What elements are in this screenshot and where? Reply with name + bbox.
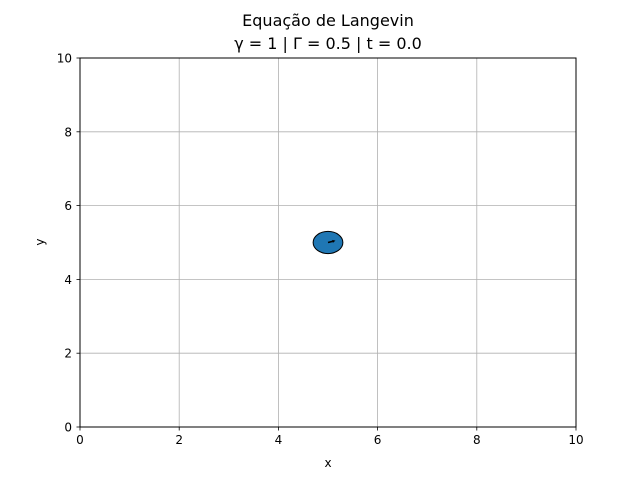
x-axis-label: x [324, 456, 331, 470]
plot-area [79, 57, 577, 428]
velocity-arrow-head [332, 239, 336, 243]
chart-title: Equação de Langevin [242, 11, 414, 30]
particle-layer [312, 230, 344, 255]
y-axis-label: y [33, 238, 47, 245]
y-tick-label: 2 [64, 347, 72, 361]
x-tick-label: 0 [76, 433, 84, 447]
x-tick-label: 10 [568, 433, 583, 447]
chart-subtitle: γ = 1 | Γ = 0.5 | t = 0.0 [234, 34, 422, 53]
y-tick-label: 0 [64, 421, 72, 435]
x-tick-label: 8 [473, 433, 481, 447]
x-tick-label: 6 [374, 433, 382, 447]
axis-ticks: 0 2 4 6 8 10 0 2 4 6 8 10 [57, 52, 584, 448]
x-tick-label: 2 [175, 433, 183, 447]
y-tick-label: 4 [64, 273, 72, 287]
y-tick-label: 10 [57, 52, 72, 66]
x-tick-label: 4 [275, 433, 283, 447]
y-tick-label: 8 [64, 125, 72, 139]
y-tick-label: 6 [64, 199, 72, 213]
velocity-arrow-shaft [327, 240, 333, 244]
